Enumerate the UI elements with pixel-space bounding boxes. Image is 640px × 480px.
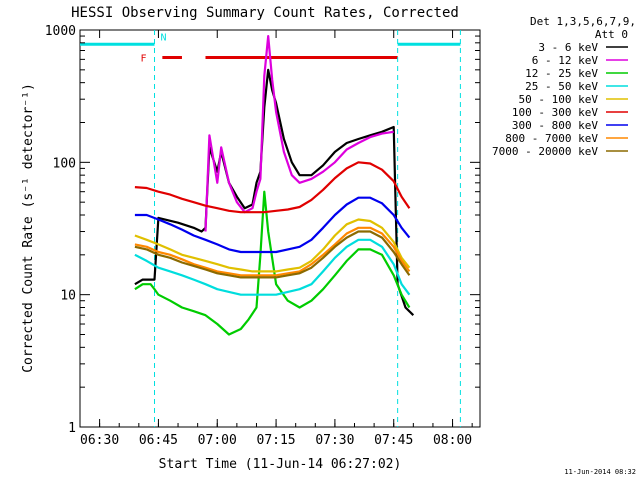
legend-label-0: 3 - 6 keV — [538, 41, 598, 54]
legend-header-attenuator: Att 0 — [595, 28, 628, 41]
flag-bars: FN — [80, 30, 461, 427]
series-line-2 — [134, 190, 411, 336]
plot-border — [79, 29, 481, 428]
y-tick-label-0: 1 — [68, 421, 76, 436]
series-line-7 — [134, 226, 411, 277]
y-tick-label-1: 10 — [60, 289, 76, 304]
flare-flag-label: F — [140, 53, 146, 64]
legend-label-2: 12 - 25 keV — [525, 67, 598, 80]
x-tick-label-1: 06:45 — [139, 433, 178, 448]
x-axis-label: Start Time (11-Jun-14 06:27:02) — [159, 457, 402, 472]
legend-label-6: 300 - 800 keV — [512, 119, 598, 132]
x-tick-label-5: 07:45 — [374, 433, 413, 448]
series-line-6 — [134, 196, 411, 254]
x-tick-label-2: 07:00 — [198, 433, 237, 448]
night-flag-label: N — [161, 32, 167, 43]
series-layer — [134, 35, 415, 336]
legend-header-detectors: Det 1,3,5,6,7,9, — [530, 15, 636, 28]
legend-label-3: 25 - 50 keV — [525, 80, 598, 93]
plot-frame — [79, 29, 481, 428]
x-tick-label-4: 07:30 — [315, 433, 354, 448]
legend-label-4: 50 - 100 keV — [519, 93, 599, 106]
series-line-4 — [134, 218, 411, 273]
legend-label-5: 100 - 300 keV — [512, 106, 598, 119]
axes: 06:30 06:45 07:00 07:15 07:30 07:45 08:00 1 10 10… — [45, 24, 480, 448]
y-tick-label-2: 100 — [53, 156, 76, 171]
x-tick-label-6: 08:00 — [433, 433, 472, 448]
series-line-3 — [134, 238, 411, 296]
legend-label-1: 6 - 12 keV — [532, 54, 599, 67]
footer-date: 11-Jun-2014 08:32 — [564, 468, 636, 476]
legend-label-7: 800 - 7000 keV — [505, 132, 598, 145]
x-tick-label-0: 06:30 — [80, 433, 119, 448]
series-line-1 — [204, 35, 394, 232]
y-tick-label-3: 1000 — [45, 24, 76, 39]
x-tick-label-3: 07:15 — [257, 433, 296, 448]
legend-label-8: 7000 - 20000 keV — [492, 145, 598, 158]
series-line-5 — [134, 161, 411, 214]
chart-title: HESSI Observing Summary Count Rates, Cor… — [71, 5, 459, 21]
y-axis-label: Corrected Count Rate (s⁻¹ detector⁻¹) — [21, 83, 36, 373]
series-line-8 — [134, 230, 411, 279]
